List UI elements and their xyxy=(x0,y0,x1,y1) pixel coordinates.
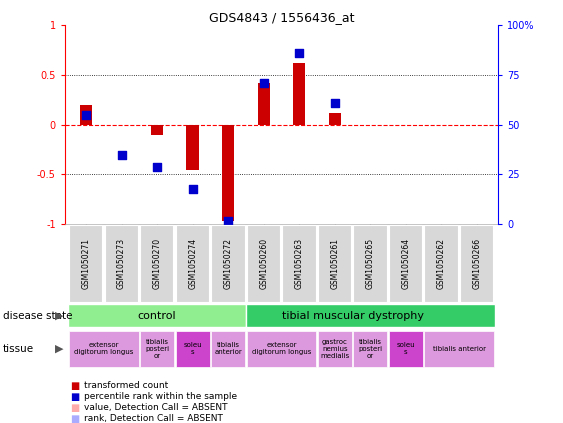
Text: GSM1050270: GSM1050270 xyxy=(153,238,162,289)
Bar xyxy=(186,125,199,170)
Point xyxy=(117,151,126,158)
FancyBboxPatch shape xyxy=(247,331,316,367)
FancyBboxPatch shape xyxy=(140,331,174,367)
Text: value, Detection Call = ABSENT: value, Detection Call = ABSENT xyxy=(84,403,228,412)
Text: GSM1050273: GSM1050273 xyxy=(117,238,126,289)
Point xyxy=(188,186,197,193)
Text: GSM1050261: GSM1050261 xyxy=(330,238,339,289)
Point xyxy=(82,112,91,118)
Text: rank, Detection Call = ABSENT: rank, Detection Call = ABSENT xyxy=(84,414,224,423)
FancyBboxPatch shape xyxy=(353,225,387,302)
Point xyxy=(153,163,162,170)
Text: GSM1050265: GSM1050265 xyxy=(366,238,375,289)
FancyBboxPatch shape xyxy=(69,331,138,367)
Text: GSM1050262: GSM1050262 xyxy=(437,238,446,289)
FancyBboxPatch shape xyxy=(389,331,423,367)
Point xyxy=(224,218,233,225)
FancyBboxPatch shape xyxy=(460,225,493,302)
Text: tibialis
anterior: tibialis anterior xyxy=(215,343,242,355)
Bar xyxy=(80,105,92,125)
Point xyxy=(259,80,268,86)
Text: ▶: ▶ xyxy=(55,310,64,321)
FancyBboxPatch shape xyxy=(246,304,495,327)
Text: ■: ■ xyxy=(70,403,79,413)
Text: transformed count: transformed count xyxy=(84,381,169,390)
Text: GSM1050264: GSM1050264 xyxy=(401,238,410,289)
Text: GSM1050260: GSM1050260 xyxy=(259,238,268,289)
FancyBboxPatch shape xyxy=(425,331,494,367)
Text: soleu
s: soleu s xyxy=(396,343,415,355)
Text: ■: ■ xyxy=(70,392,79,402)
Text: ■: ■ xyxy=(70,414,79,423)
Bar xyxy=(222,125,234,221)
FancyBboxPatch shape xyxy=(318,225,351,302)
FancyBboxPatch shape xyxy=(69,225,102,302)
Text: GDS4843 / 1556436_at: GDS4843 / 1556436_at xyxy=(209,11,354,24)
FancyBboxPatch shape xyxy=(176,331,210,367)
FancyBboxPatch shape xyxy=(353,331,387,367)
Text: GSM1050271: GSM1050271 xyxy=(82,238,91,289)
FancyBboxPatch shape xyxy=(176,225,209,302)
Text: tibialis
posteri
or: tibialis posteri or xyxy=(145,339,169,359)
Text: tibialis anterior: tibialis anterior xyxy=(433,346,486,352)
Text: GSM1050263: GSM1050263 xyxy=(295,238,304,289)
Text: GSM1050274: GSM1050274 xyxy=(188,238,197,289)
Bar xyxy=(293,63,306,125)
Point xyxy=(330,99,339,106)
FancyBboxPatch shape xyxy=(318,331,352,367)
Text: extensor
digitorum longus: extensor digitorum longus xyxy=(252,343,311,355)
FancyBboxPatch shape xyxy=(282,225,316,302)
Text: GSM1050272: GSM1050272 xyxy=(224,238,233,289)
Text: gastroc
nemius
medialis: gastroc nemius medialis xyxy=(320,339,350,359)
Bar xyxy=(329,113,341,125)
Bar xyxy=(151,125,163,135)
Point xyxy=(295,50,304,57)
Text: tibial muscular dystrophy: tibial muscular dystrophy xyxy=(282,310,423,321)
FancyBboxPatch shape xyxy=(389,225,422,302)
Bar xyxy=(257,83,270,125)
FancyBboxPatch shape xyxy=(211,331,245,367)
FancyBboxPatch shape xyxy=(68,304,246,327)
FancyBboxPatch shape xyxy=(211,225,244,302)
FancyBboxPatch shape xyxy=(140,225,173,302)
Text: percentile rank within the sample: percentile rank within the sample xyxy=(84,392,238,401)
Text: tissue: tissue xyxy=(3,344,34,354)
Text: ▶: ▶ xyxy=(55,344,64,354)
Text: GSM1050266: GSM1050266 xyxy=(472,238,481,289)
FancyBboxPatch shape xyxy=(105,225,138,302)
Text: extensor
digitorum longus: extensor digitorum longus xyxy=(74,343,133,355)
Text: soleu
s: soleu s xyxy=(184,343,202,355)
Text: ■: ■ xyxy=(70,381,79,391)
FancyBboxPatch shape xyxy=(247,225,280,302)
Text: disease state: disease state xyxy=(3,310,72,321)
FancyBboxPatch shape xyxy=(425,225,458,302)
Text: tibialis
posteri
or: tibialis posteri or xyxy=(358,339,382,359)
Text: control: control xyxy=(138,310,176,321)
